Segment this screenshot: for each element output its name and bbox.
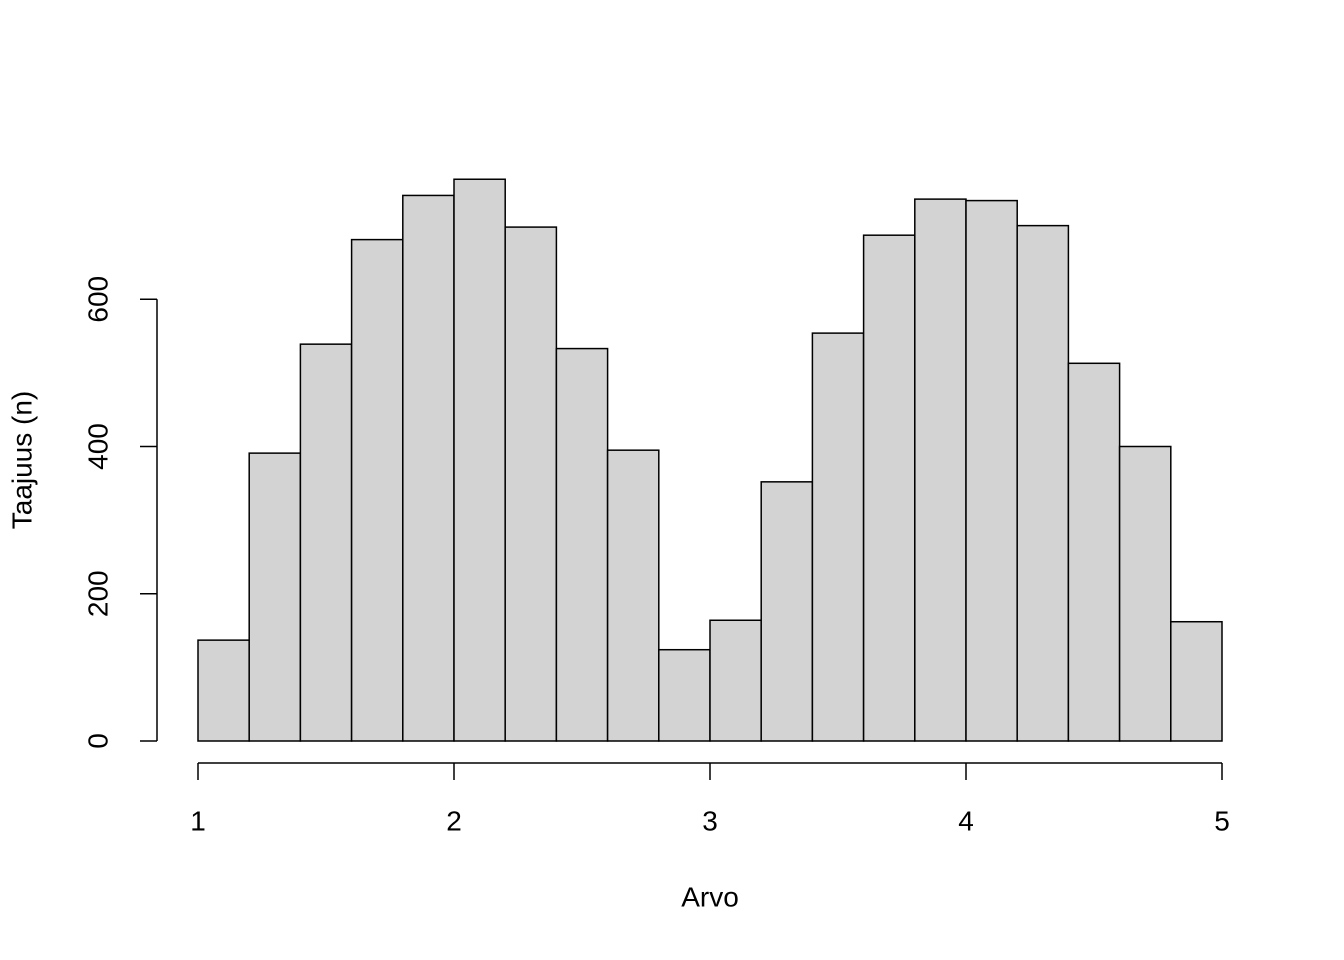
- bar: [862, 234, 916, 742]
- bar: [811, 332, 865, 742]
- x-axis-label: Arvo: [681, 881, 739, 912]
- bar: [1067, 362, 1121, 742]
- bar: [1118, 445, 1172, 742]
- bar: [402, 194, 455, 742]
- bar: [709, 619, 762, 742]
- bar: [606, 449, 660, 742]
- bar: [248, 452, 302, 742]
- bar: [1170, 620, 1223, 742]
- bar: [1016, 224, 1070, 742]
- y-tick-label: 200: [82, 570, 113, 617]
- x-tick-label: 4: [958, 805, 974, 836]
- bar: [658, 648, 711, 742]
- bar: [760, 481, 814, 742]
- y-axis-label: Taajuus (n): [6, 391, 37, 530]
- bar: [350, 238, 404, 742]
- bar: [197, 639, 250, 742]
- bar: [453, 178, 506, 742]
- bar: [914, 198, 967, 742]
- bar: [965, 199, 1018, 742]
- y-tick-label: 600: [82, 276, 113, 323]
- bar: [555, 347, 609, 742]
- x-tick-label: 1: [190, 805, 206, 836]
- bar: [299, 343, 353, 742]
- y-tick-label: 400: [82, 423, 113, 470]
- x-tick-label: 5: [1214, 805, 1230, 836]
- x-tick-label: 2: [446, 805, 462, 836]
- x-tick-label: 3: [702, 805, 718, 836]
- y-tick-label: 0: [82, 733, 113, 749]
- bar: [504, 226, 558, 742]
